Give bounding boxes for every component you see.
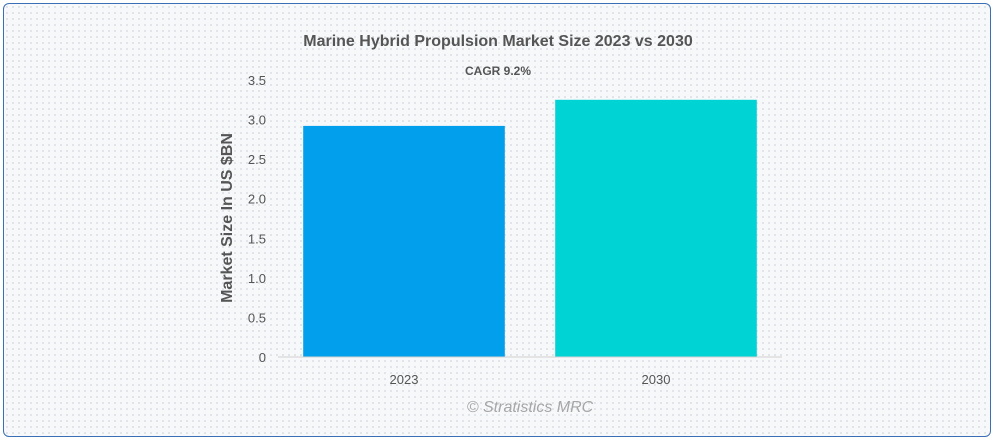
y-tick-label: 1.0: [248, 271, 266, 286]
x-tick-label: 2023: [390, 372, 419, 387]
bar-2023: [303, 125, 505, 357]
y-tick-label: 0.5: [248, 310, 266, 325]
y-tick-label: 2.0: [248, 192, 266, 207]
y-tick-label: 1.5: [248, 231, 266, 246]
y-tick-label: 0: [259, 350, 266, 365]
x-axis-ticks: 2023 2030: [390, 372, 671, 387]
credit-text: © Stratistics MRC: [467, 399, 594, 416]
y-axis-label: Market Size In US $BN: [219, 133, 236, 303]
chart-title: Marine Hybrid Propulsion Market Size 202…: [303, 33, 693, 50]
bar-2030: [555, 99, 757, 358]
y-tick-label: 3.0: [248, 113, 266, 128]
y-tick-label: 2.5: [248, 152, 266, 167]
x-tick-label: 2030: [642, 372, 671, 387]
bars: [303, 99, 757, 358]
chart-subtitle: CAGR 9.2%: [465, 64, 531, 78]
y-tick-label: 3.5: [248, 73, 266, 88]
y-axis-ticks: 0 0.5 1.0 1.5 2.0 2.5 3.0 3.5: [248, 73, 266, 365]
